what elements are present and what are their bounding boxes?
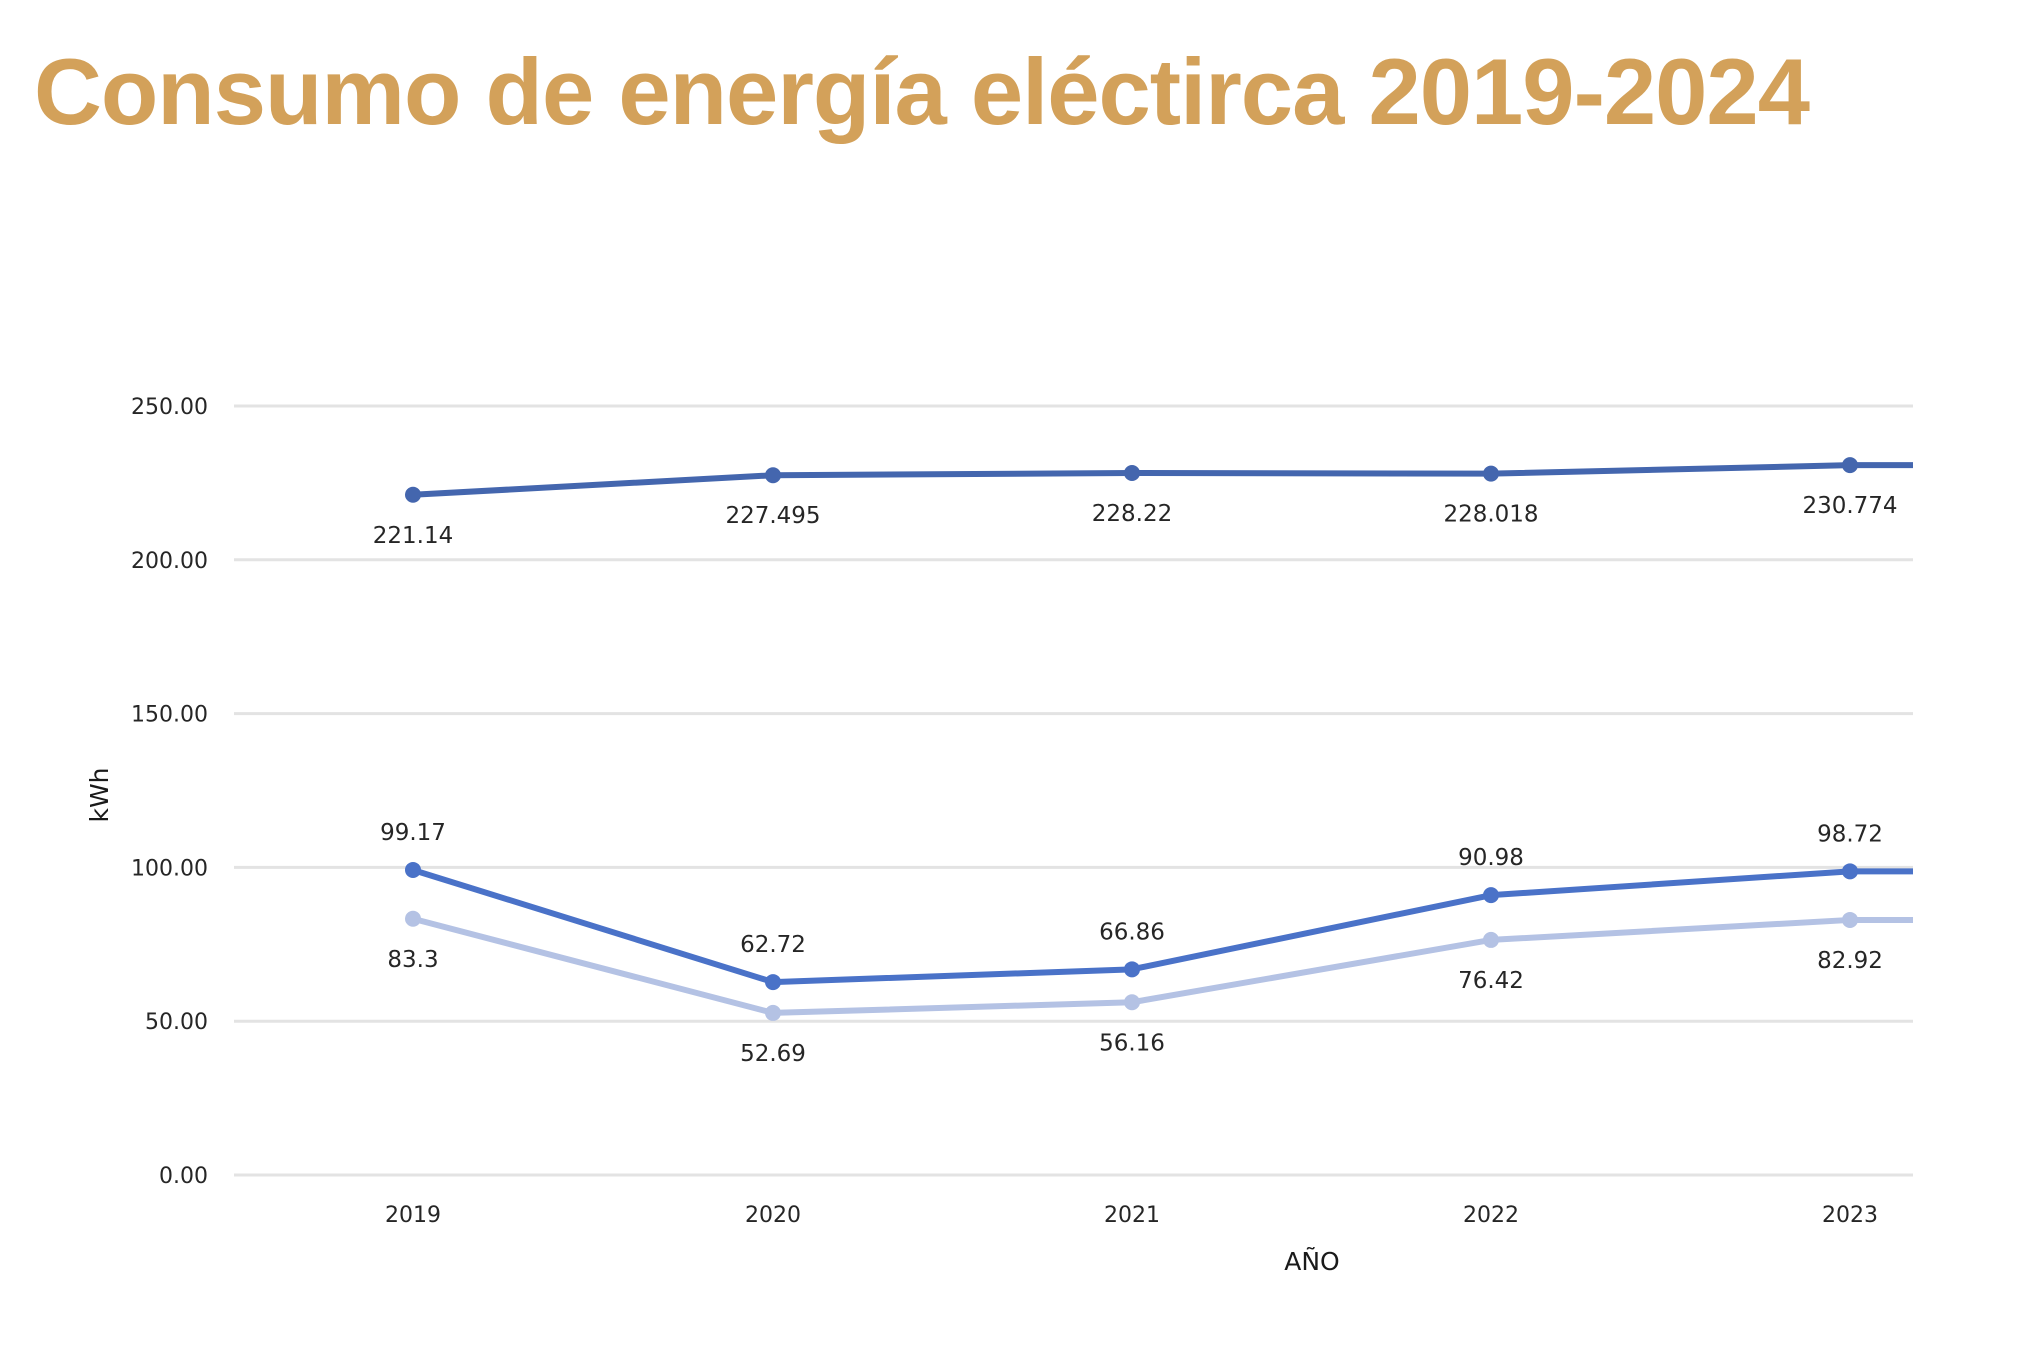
data-label: 62.72 — [740, 932, 806, 958]
series-line — [412, 867, 1913, 986]
data-label: 76.42 — [1458, 968, 1524, 994]
data-label: 228.22 — [1092, 501, 1172, 527]
y-tick-label: 150.00 — [131, 703, 208, 728]
y-axis-ticks: 0.00 50.00 100.00 150.00 200.00 250.00 — [131, 395, 208, 1189]
page-title: Consumo de energía eléctirca 2019-2024 — [34, 39, 1810, 144]
y-tick-label: 200.00 — [131, 549, 208, 574]
data-label: 90.98 — [1458, 845, 1524, 871]
series-line — [412, 462, 1913, 498]
x-tick-label: 2022 — [1463, 1203, 1519, 1228]
data-label: 52.69 — [740, 1041, 806, 1067]
data-label: 98.72 — [1817, 821, 1883, 847]
x-tick-label: 2020 — [745, 1203, 801, 1228]
data-label: 221.14 — [373, 523, 453, 549]
x-tick-label: 2021 — [1104, 1203, 1160, 1228]
x-axis-ticks: 2019 2020 2021 2022 2023 — [385, 1203, 1878, 1228]
data-point — [1483, 887, 1499, 904]
gridlines — [234, 404, 1913, 1177]
data-point — [405, 486, 421, 503]
data-label: 227.495 — [725, 503, 820, 529]
data-point — [765, 974, 781, 991]
data-point — [405, 910, 421, 927]
data-labels: 83.3 52.69 56.16 76.42 82.92 99.17 62.72 66.86 9… — [373, 493, 1898, 1067]
x-tick-label: 2023 — [1822, 1203, 1878, 1228]
data-label: 83.3 — [387, 947, 438, 973]
y-tick-label: 250.00 — [131, 395, 208, 420]
y-tick-label: 0.00 — [159, 1164, 208, 1189]
data-label: 228.018 — [1443, 502, 1538, 528]
data-label: 66.86 — [1099, 919, 1165, 945]
data-label: 82.92 — [1817, 948, 1883, 974]
y-tick-label: 100.00 — [131, 856, 208, 881]
series-line — [412, 915, 1913, 1016]
data-label: 99.17 — [380, 820, 446, 846]
data-point — [1842, 911, 1858, 928]
y-tick-label: 50.00 — [145, 1010, 208, 1035]
data-point — [1483, 465, 1499, 482]
data-point — [405, 861, 421, 878]
x-tick-label: 2019 — [385, 1203, 441, 1228]
data-point — [1124, 994, 1140, 1011]
data-point — [1842, 863, 1858, 880]
series-lines — [405, 457, 1913, 1021]
data-point — [1124, 961, 1140, 978]
y-axis-title: kWh — [85, 767, 114, 822]
data-label: 56.16 — [1099, 1030, 1165, 1056]
data-point — [1483, 931, 1499, 948]
data-point — [765, 1004, 781, 1021]
data-point — [1842, 457, 1858, 474]
data-point — [1124, 464, 1140, 481]
data-label: 230.774 — [1802, 493, 1897, 519]
data-point — [765, 467, 781, 484]
x-axis-title: AÑO — [1284, 1246, 1339, 1276]
